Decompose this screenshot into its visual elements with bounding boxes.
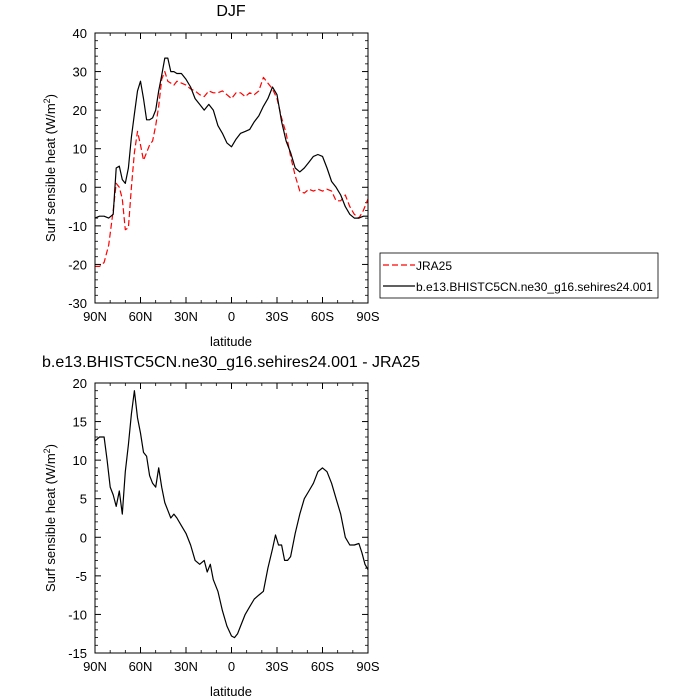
bottom-x-tick-label: 30N xyxy=(174,659,198,674)
bottom-y-tick-label: 5 xyxy=(80,492,87,507)
bottom-y-tick-label: 15 xyxy=(73,415,87,430)
top-series-line-1 xyxy=(94,57,368,219)
top-x-tick-label: 0 xyxy=(228,309,235,324)
bottom-y-tick-label: 10 xyxy=(73,453,87,468)
bottom-ticks xyxy=(94,382,369,654)
bottom-x-tick-label: 90N xyxy=(83,659,107,674)
top-legend: JRA25 b.e13.BHISTC5CN.ne30_g16.sehires24… xyxy=(379,252,659,299)
bottom-plot-frame xyxy=(94,382,369,654)
top-x-tick-label: 30S xyxy=(265,309,288,324)
top-y-tick-label: 0 xyxy=(80,180,87,195)
top-y-tick-label: 30 xyxy=(73,65,87,80)
top-y-tick-label: -30 xyxy=(68,296,87,311)
top-y-tick-label: 20 xyxy=(73,103,87,118)
bottom-series-lines xyxy=(94,390,369,639)
top-x-axis-label: latitude xyxy=(210,334,252,349)
legend-label-model: b.e13.BHISTC5CN.ne30_g16.sehires24.001 xyxy=(416,280,653,294)
bottom-x-axis-label: latitude xyxy=(210,684,252,699)
top-x-tick-label: 90S xyxy=(356,309,379,324)
top-chart-title: DJF xyxy=(216,3,246,20)
bottom-series-line-0 xyxy=(94,390,369,639)
top-plot-frame xyxy=(94,32,369,304)
bottom-x-tick-label: 60S xyxy=(311,659,334,674)
top-chart: DJF -30 -20 -10 0 10 20 30 40 90N 60N 30N 0 30S 60S 90… xyxy=(42,3,659,349)
bottom-y-tick-label: -5 xyxy=(75,569,87,584)
top-x-tick-label: 60S xyxy=(311,309,334,324)
top-y-tick-label: -20 xyxy=(68,257,87,272)
top-y-tick-label: 10 xyxy=(73,142,87,157)
bottom-y-tick-label: 0 xyxy=(80,530,87,545)
top-y-axis-label: Surf sensible heat (W/m2) xyxy=(42,94,58,242)
top-y-tick-label: -10 xyxy=(68,219,87,234)
bottom-x-tick-label: 60N xyxy=(129,659,153,674)
bottom-y-tick-label: -10 xyxy=(68,607,87,622)
legend-box xyxy=(379,252,659,299)
bottom-x-tick-label: 30S xyxy=(265,659,288,674)
top-x-tick-label: 30N xyxy=(174,309,198,324)
bottom-chart: b.e13.BHISTC5CN.ne30_g16.sehires24.001 -… xyxy=(42,354,420,699)
top-ticks xyxy=(94,32,369,304)
top-series-line-0 xyxy=(95,71,369,267)
legend-label-jra25: JRA25 xyxy=(416,259,452,273)
top-series-lines xyxy=(94,57,369,267)
bottom-y-axis-label: Surf sensible heat (W/m2) xyxy=(42,444,58,592)
top-x-tick-label: 90N xyxy=(83,309,107,324)
bottom-x-tick-label: 0 xyxy=(228,659,235,674)
top-tick-labels: -30 -20 -10 0 10 20 30 40 90N 60N 30N 0 30S 60S 90S xyxy=(68,26,380,324)
bottom-x-tick-label: 90S xyxy=(356,659,379,674)
bottom-y-tick-label: 20 xyxy=(73,376,87,391)
top-x-tick-label: 60N xyxy=(129,309,153,324)
bottom-y-tick-label: -15 xyxy=(68,646,87,661)
bottom-tick-labels: -15 -10 -5 0 5 10 15 20 90N 60N 30N 0 30S 60S 90S xyxy=(68,376,380,674)
top-y-tick-label: 40 xyxy=(73,26,87,41)
bottom-chart-title: b.e13.BHISTC5CN.ne30_g16.sehires24.001 -… xyxy=(42,354,420,371)
